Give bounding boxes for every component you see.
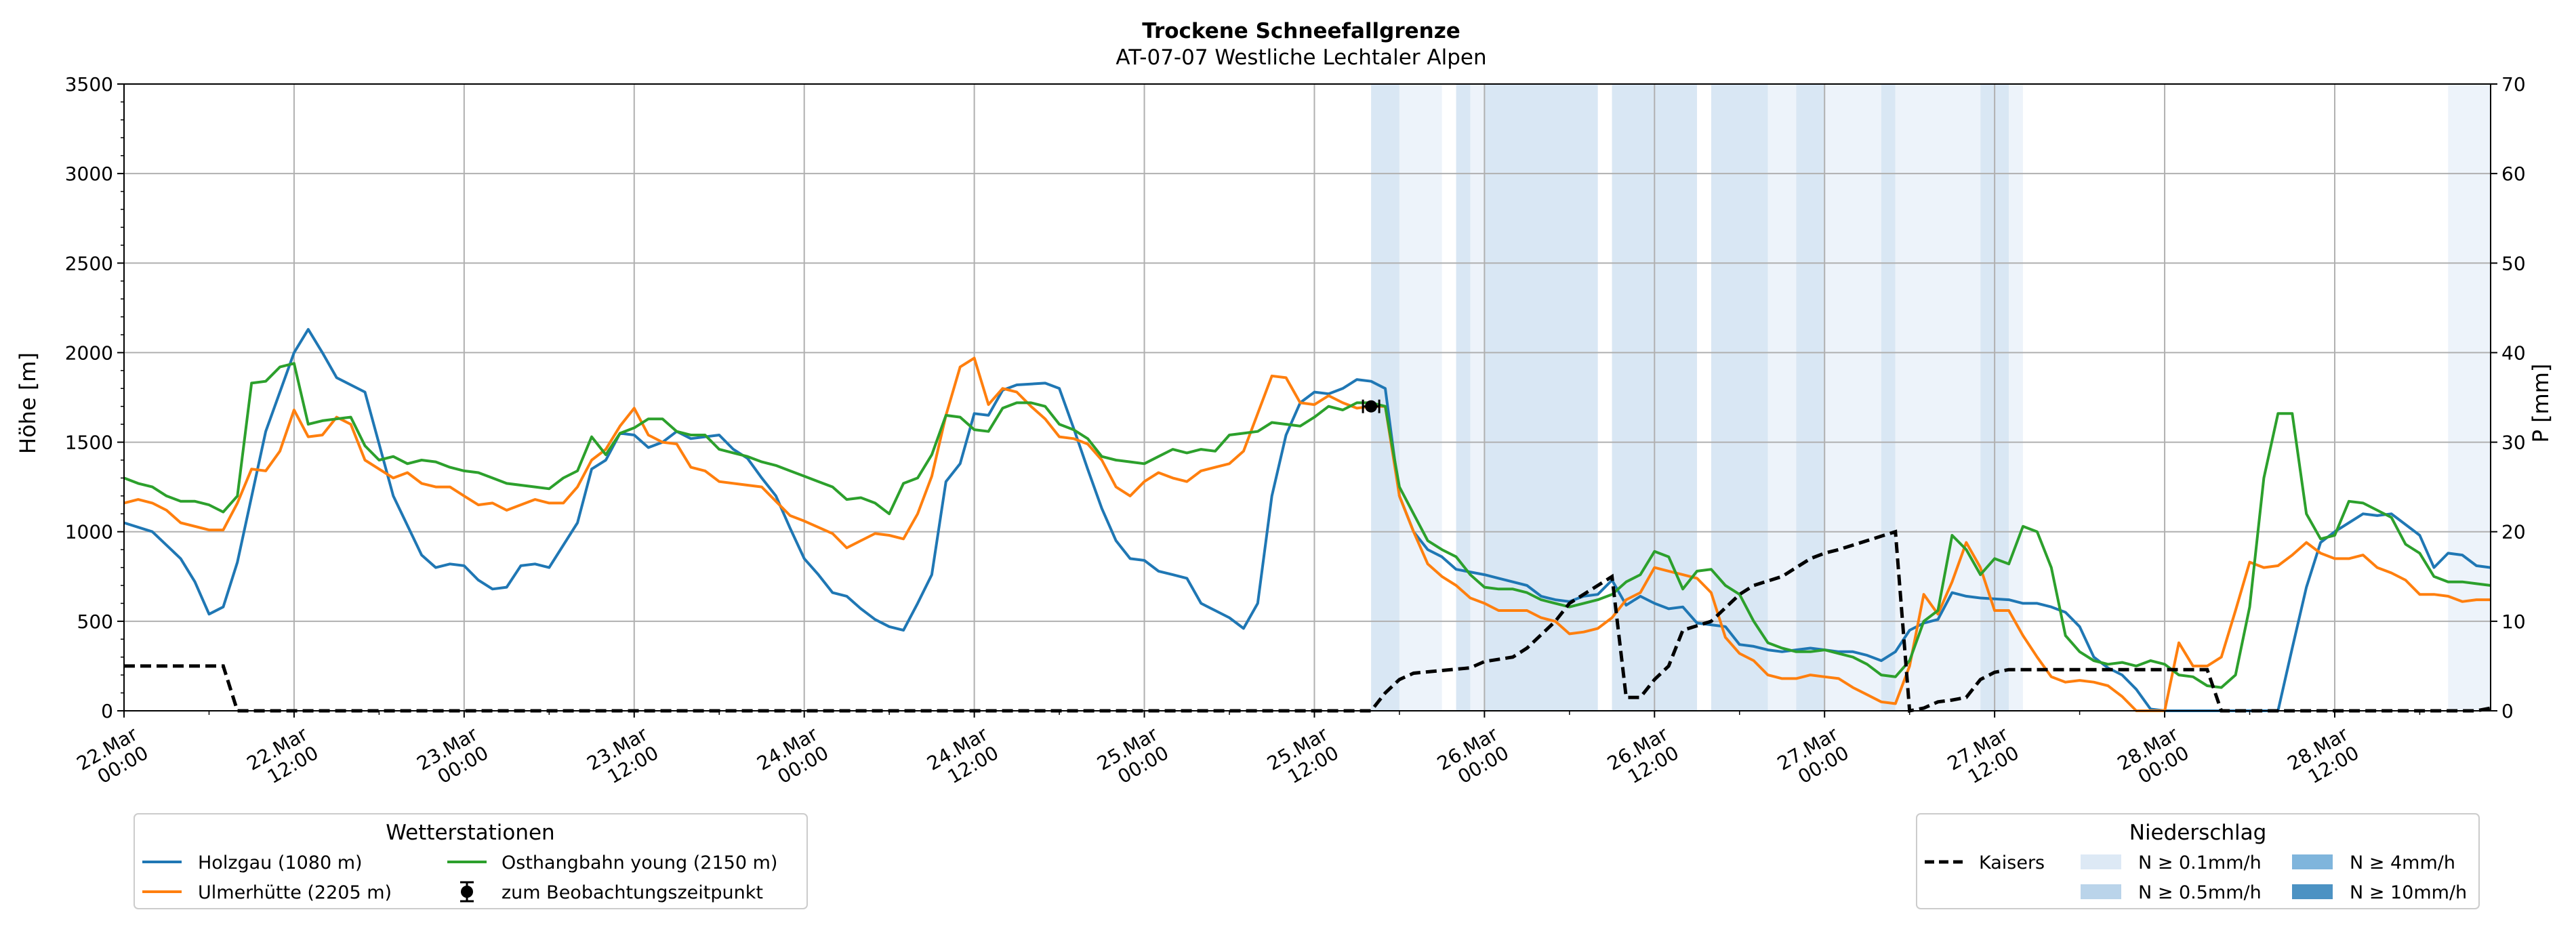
y2-tick-label-3: 30: [2501, 432, 2526, 454]
y-tick-label-7: 3500: [65, 73, 113, 96]
observation-marker: [1362, 399, 1381, 413]
precip-band-9: [1824, 84, 1881, 711]
legend-item-kaisers: Kaisers: [1979, 852, 2045, 873]
y2-tick-label-4: 40: [2501, 342, 2526, 364]
precip-band-1: [1399, 84, 1442, 711]
precip-band-6: [1711, 84, 1768, 711]
legend-item-ulmerhuette: Ulmerhütte (2205 m): [198, 882, 392, 903]
legend-swatch-level-3: [2292, 854, 2333, 869]
chart-subtitle: AT-07-07 Westliche Lechtaler Alpen: [1116, 45, 1486, 70]
legend-swatch-level-1: [2081, 854, 2121, 869]
y-tick-label-2: 1000: [65, 521, 113, 543]
legend-precip-title: Niederschlag: [2129, 821, 2267, 845]
legend-swatch-level-4: [2292, 884, 2333, 899]
y-tick-label-4: 2000: [65, 342, 113, 364]
legend-item-osthangbahn: Osthangbahn young (2150 m): [502, 852, 777, 873]
y-tick-label-3: 1500: [65, 432, 113, 454]
y2-tick-label-5: 50: [2501, 252, 2526, 274]
series-lines: [123, 328, 2491, 712]
chart-title: Trockene Schneefallgrenze: [1142, 19, 1460, 43]
legend-item-holzgau: Holzgau (1080 m): [198, 852, 363, 873]
legend-item-level-2: N ≥ 0.5mm/h: [2138, 882, 2262, 903]
precip-band-14: [2448, 84, 2491, 711]
series-line-ulmerhuette: [123, 356, 2491, 712]
legend-observation-icon: [460, 881, 474, 903]
legend-item-level-3: N ≥ 4mm/h: [2350, 852, 2455, 873]
series-line-osthangbahn: [123, 362, 2491, 689]
y-tick-label-5: 2500: [65, 252, 113, 274]
series-line-holzgau: [123, 328, 2491, 712]
y-tick-label-6: 3000: [65, 163, 113, 185]
y2-tick-label-1: 10: [2501, 611, 2526, 633]
legend-swatch-level-2: [2081, 884, 2121, 899]
y2-tick-label-0: 0: [2501, 700, 2514, 722]
legend-stations-title: Wetterstationen: [386, 821, 554, 845]
plot-frame: [123, 83, 2491, 711]
precip-line-layer: [124, 529, 2491, 713]
legend-precip: Niederschlag Kaisers N ≥ 0.1mm/h N ≥ 0.5…: [1916, 813, 2480, 909]
precip-band-3: [1470, 84, 1485, 711]
precip-band-7: [1767, 84, 1797, 711]
precip-line-kaisers: [124, 529, 2491, 713]
legend-item-level-4: N ≥ 10mm/h: [2350, 882, 2467, 903]
legend-stations: Wetterstationen Holzgau (1080 m) Ulmerhü…: [134, 813, 808, 909]
y2-tick-label-6: 60: [2501, 163, 2526, 185]
y-tick-label-1: 500: [77, 611, 113, 633]
y-axis-label: Höhe [m]: [15, 352, 41, 454]
x-tick-label-4: 24.Mar00:00: [753, 722, 832, 793]
precip-band-10: [1881, 84, 1896, 711]
legend-item-level-1: N ≥ 0.1mm/h: [2138, 852, 2262, 873]
precip-band-8: [1796, 84, 1825, 711]
y2-tick-label-7: 70: [2501, 73, 2526, 96]
legend-item-observation: zum Beobachtungszeitpunkt: [502, 882, 763, 903]
y-tick-label-0: 0: [101, 700, 113, 722]
obs-point: [1365, 400, 1378, 413]
y2-tick-label-2: 20: [2501, 521, 2526, 543]
legend-precip-frame: [1916, 813, 2480, 909]
axes: [123, 83, 2491, 711]
precip-band-2: [1456, 84, 1471, 711]
y2-axis-label: P [mm]: [2528, 364, 2554, 443]
precip-band-4: [1484, 84, 1598, 711]
